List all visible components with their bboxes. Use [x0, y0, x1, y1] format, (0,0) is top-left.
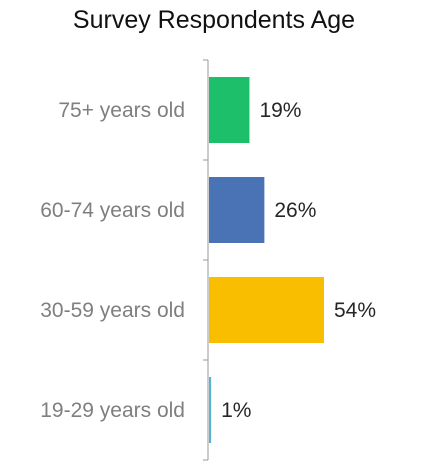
bar	[209, 277, 324, 343]
category-label: 60-74 years old	[40, 199, 185, 222]
data-label: 1%	[221, 399, 251, 422]
chart-title: Survey Respondents Age	[72, 6, 356, 34]
bar	[209, 377, 212, 443]
category-label: 75+ years old	[58, 99, 185, 122]
data-label: 26%	[274, 199, 316, 222]
bar	[209, 77, 250, 143]
data-label: 54%	[334, 299, 376, 322]
bar	[209, 177, 265, 243]
data-label: 19%	[259, 99, 301, 122]
category-label: 30-59 years old	[40, 299, 185, 322]
category-label: 19-29 years old	[40, 399, 185, 422]
